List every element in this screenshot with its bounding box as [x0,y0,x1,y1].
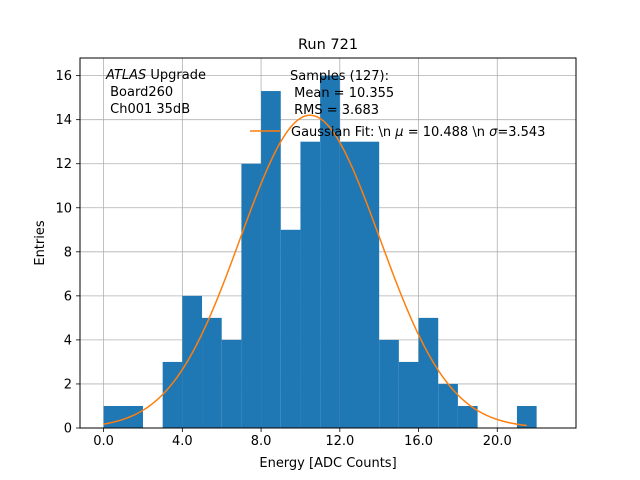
fit-curve-layer [103,114,527,427]
legend-label: Gaussian Fit: \n μ = 10.488 \n σ=3.543 [291,125,545,140]
y-tick-label: 12 [55,157,72,172]
x-tick-label: 20.0 [483,434,512,449]
histogram-bar [339,141,380,428]
gaussian-fit-curve [103,114,527,427]
stats-line-3: RMS = 3.683 [290,103,379,118]
legend-sigma-symbol: σ [489,125,498,140]
legend-mu-text: = 10.488 \n [404,125,490,140]
y-tick-label: 6 [64,289,72,304]
axis-ticks: 0.0 4.0 8.0 12.0 16.0 20.0 0 2 4 6 8 10 12 14 16 [55,69,511,449]
histogram-bar [103,405,143,428]
x-tick-label: 0.0 [93,434,114,449]
x-tick-label: 4.0 [172,434,193,449]
upgrade-text: Upgrade [146,68,206,83]
x-tick-label: 8.0 [251,434,272,449]
y-axis-label: Entries [33,220,48,266]
legend-prefix: Gaussian Fit: \n [291,125,395,140]
histogram-bar [379,339,399,428]
x-tick-label: 12.0 [325,434,354,449]
x-tick-label: 16.0 [404,434,433,449]
histogram-bar [300,141,321,428]
histogram-bar [202,317,222,428]
legend-sigma-text: =3.543 [497,125,545,140]
plot-frame [79,57,577,429]
y-tick-label: 2 [64,377,72,392]
histogram-bar [418,317,439,428]
y-tick-label: 8 [64,245,72,260]
histogram-bar [261,91,281,429]
histogram-bar [162,361,183,428]
y-tick-label: 14 [55,113,72,128]
histogram-bars [103,75,537,429]
histogram-bar [516,405,537,428]
x-axis-label: Energy [ADC Counts] [259,456,396,471]
annotation-left: ATLAS Upgrade Board260 Ch001 35dB [105,68,206,117]
stats-line-1: Samples (127): [290,69,389,84]
y-tick-label: 16 [55,69,72,84]
y-tick-label: 4 [64,333,72,348]
annotation-line-1: ATLAS Upgrade [105,68,206,83]
annotation-line-3: Ch001 35dB [106,102,190,117]
stats-line-2: Mean = 10.355 [290,86,394,101]
histogram-bar [182,295,203,428]
histogram-bar [457,405,478,428]
annotation-stats: Samples (127): Mean = 10.355 RMS = 3.683 [290,69,394,118]
y-tick-label: 0 [64,422,72,437]
annotation-line-2: Board260 [106,85,173,100]
histogram-bar [438,383,458,428]
y-tick-label: 10 [55,201,72,216]
histogram-bar [280,229,301,428]
legend-mu-symbol: μ [394,125,403,140]
legend: Gaussian Fit: \n μ = 10.488 \n σ=3.543 [250,125,545,140]
histogram-bar [241,163,262,428]
chart-title: Run 721 [298,37,358,53]
atlas-italic: ATLAS [105,68,146,83]
histogram-bar [398,361,419,428]
histogram-bar [320,75,340,428]
histogram-bar [221,339,242,428]
